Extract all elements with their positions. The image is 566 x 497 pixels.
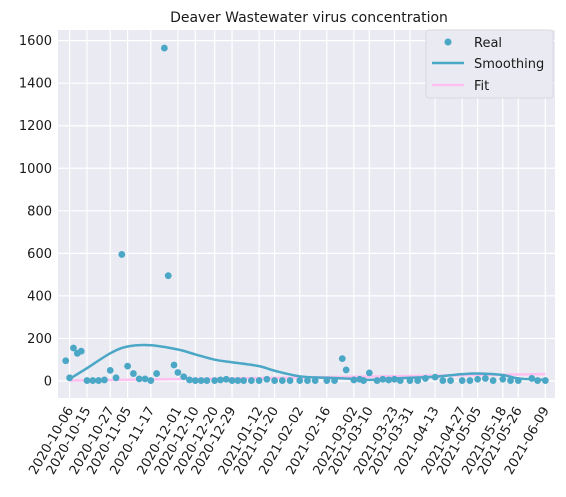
data-point [431,373,439,381]
data-point [331,377,338,384]
legend-label-real: Real [474,36,502,51]
data-point [439,377,447,384]
data-point [286,377,294,384]
data-point [534,377,541,384]
data-point [70,344,77,352]
data-point [514,377,522,384]
data-point [180,373,188,381]
data-point [203,377,211,384]
data-point [499,375,507,383]
data-point [89,377,97,384]
x-tick-labels: 2020-10-062020-10-152020-10-272020-11-05… [26,404,552,477]
data-point [62,357,70,365]
data-point [379,375,387,383]
y-tick-label: 1600 [19,34,52,49]
data-point [296,377,304,384]
data-point [255,377,263,384]
data-point [95,377,103,384]
legend-label-smoothing: Smoothing [474,57,544,72]
series-smoothing [68,343,546,382]
data-point [112,374,120,382]
data-point [153,370,161,377]
data-point [164,272,172,280]
data-point [304,377,311,384]
legend-box [425,29,554,99]
y-tick-label: 600 [27,247,52,262]
y-tick-label: 1000 [19,162,52,177]
data-point [528,375,536,382]
y-tick-labels: 0 200 400 600 800 1000 1200 1400 1600 [19,34,52,389]
y-tick-label: 400 [27,289,52,304]
data-point [342,366,350,374]
data-point [365,369,373,377]
grid [58,30,555,398]
data-point [147,377,155,384]
data-point [174,369,182,376]
data-point [474,375,482,383]
data-point [278,377,286,384]
data-point [507,377,514,384]
data-point [135,375,143,383]
data-point [360,377,367,384]
data-point [234,377,242,384]
data-point [197,377,205,384]
data-point [481,375,489,382]
y-tick-label: 0 [44,374,52,389]
data-point [217,376,224,384]
smoothing-line [68,343,546,382]
legend-marker-real [444,38,452,46]
series-real [62,44,549,384]
data-point [211,377,219,384]
data-point [83,377,91,384]
legend-label-fit: Fit [474,79,489,94]
data-point [141,375,149,383]
data-point [271,377,278,384]
data-point [118,251,126,258]
data-point [489,377,497,384]
data-point [391,375,398,383]
data-point [191,377,199,384]
data-point [311,377,319,384]
data-point [396,377,404,384]
data-point [124,362,132,370]
y-tick-label: 800 [27,204,52,219]
data-point [228,377,236,384]
y-tick-label: 200 [27,332,52,347]
data-point [240,377,248,384]
data-point [323,377,331,384]
data-point [385,376,393,384]
y-tick-label: 1400 [19,77,52,92]
data-point [130,370,137,377]
data-point [66,374,74,382]
data-point [106,366,114,374]
legend: Real Smoothing Fit [425,29,554,99]
data-point [373,377,381,384]
data-point [458,377,466,384]
y-tick-label: 1200 [19,119,52,134]
data-point [350,376,358,384]
data-point [160,44,168,52]
data-point [338,355,346,363]
data-point [263,375,271,383]
data-point [222,375,230,383]
data-point [77,347,85,355]
data-point [414,377,422,384]
data-point [406,377,414,384]
data-point [186,376,193,384]
data-point [447,377,454,384]
data-point [466,377,474,384]
data-point [541,377,549,384]
data-point [422,375,429,382]
data-point [247,377,255,384]
chart-title: Deaver Wastewater virus concentration [170,10,448,26]
data-point [170,361,178,369]
data-point [101,376,108,384]
